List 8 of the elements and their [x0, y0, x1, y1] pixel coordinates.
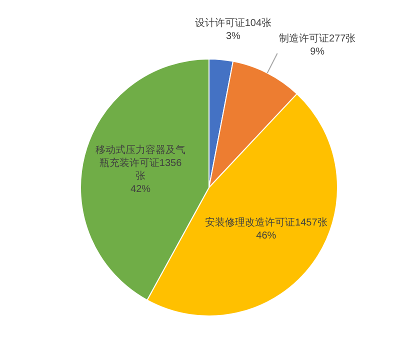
- slice-label: 移动式压力容器及气瓶充装许可证1356张: [96, 144, 186, 182]
- data-label: 9%: [310, 46, 325, 58]
- data-label: 42%: [130, 184, 151, 196]
- slice-label: 制造许可证277张: [278, 32, 356, 45]
- data-label: 46%: [256, 230, 276, 242]
- slice-label: 设计许可证104张: [194, 16, 272, 29]
- data-label: 3%: [226, 30, 240, 42]
- slice-label: 安装修理改造许可证1457张: [205, 216, 328, 228]
